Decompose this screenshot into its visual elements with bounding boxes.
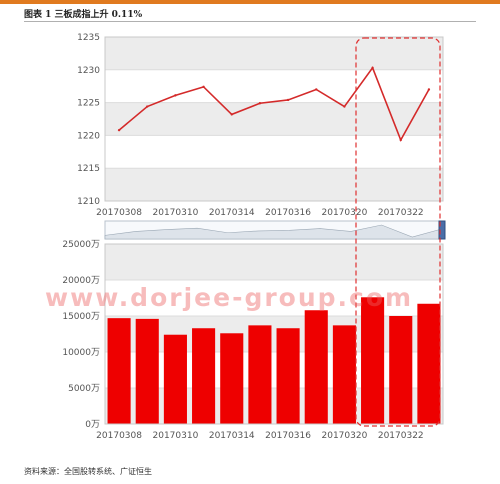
volume-bar [276, 328, 300, 424]
line-x-tick-label: 20170316 [265, 208, 311, 218]
volume-bar [389, 316, 413, 424]
index-point [230, 113, 233, 116]
source-note: 资料来源：全国股转系统、广证恒生 [24, 467, 152, 476]
index-point [117, 128, 121, 132]
line-y-tick-label: 1220 [77, 131, 100, 141]
volume-bar [192, 328, 216, 424]
volume-bar [163, 334, 187, 424]
figure-title: 图表 1 三板成指上升 0.11% [24, 10, 143, 20]
index-point [371, 66, 374, 70]
line-x-tick-label: 20170314 [209, 208, 255, 218]
highlight-overlay [355, 37, 441, 427]
volume-bar [361, 297, 385, 424]
bar-grid-band [105, 388, 443, 424]
bar-y-tick-label: 20000万 [62, 276, 100, 286]
volume-bar [417, 303, 441, 424]
navigator-series [104, 224, 444, 240]
volume-bar [304, 310, 328, 424]
index-point [399, 138, 402, 142]
line-grid-band [105, 37, 443, 70]
line-y-tick-label: 1235 [77, 33, 100, 43]
line-x-tick-label: 20170322 [378, 208, 424, 218]
bar-x-tick-label: 20170310 [153, 431, 199, 441]
volume-bar [135, 318, 159, 424]
bar-y-tick-label: 25000万 [62, 240, 100, 250]
bar-grid-band [105, 316, 443, 352]
bar-x-tick-label: 20170322 [378, 431, 424, 441]
index-point [146, 105, 149, 108]
line-x-tick-label: 20170310 [153, 208, 199, 218]
line-x-tick-label: 20170308 [96, 208, 142, 218]
volume-bar [220, 333, 244, 424]
bar-x-tick-label: 20170308 [96, 431, 142, 441]
bar-x-tick-label: 20170320 [322, 431, 368, 441]
line-y-tick-label: 1225 [77, 99, 100, 109]
range-navigator[interactable] [104, 220, 446, 240]
bar-x-tick-label: 20170314 [209, 431, 255, 441]
volume-bar [248, 325, 272, 424]
volume-bar [107, 318, 131, 424]
index-point [258, 102, 262, 105]
bar-y-tick-label: 5000万 [68, 384, 100, 394]
volume-bar [332, 325, 356, 424]
bar-y-tick-label: 10000万 [62, 348, 100, 358]
navigator-handle [438, 220, 446, 240]
line-y-tick-label: 1230 [77, 66, 100, 76]
index-point [343, 105, 346, 108]
line-grid-band [105, 102, 443, 136]
bar-grid-band [105, 244, 443, 280]
index-point [315, 88, 318, 91]
line-y-tick-label: 1210 [77, 197, 100, 207]
bar-plot-frame [104, 243, 444, 425]
line-plot-frame [104, 36, 444, 202]
highlight-dashed-box [355, 37, 441, 427]
title-divider [24, 21, 476, 22]
index-point [174, 94, 177, 97]
index-point [427, 88, 431, 91]
line-y-tick-label: 1215 [77, 164, 100, 174]
line-x-tick-label: 20170320 [322, 208, 368, 218]
top-accent-bar [0, 0, 500, 4]
watermark: www.dorjee-group.com [45, 283, 414, 312]
index-point [286, 98, 290, 102]
bar-panel: 0万 5000万 10000万 15000万 20000万 25000万 20170308 2… [62, 240, 444, 441]
bar-y-tick-label: 0万 [85, 420, 100, 430]
index-line-series [118, 66, 430, 142]
line-panel: 1210 1215 1220 1225 1230 1235 20170308 20170310… [77, 33, 444, 218]
line-grid-band [105, 168, 443, 201]
index-point [202, 85, 205, 89]
bar-y-tick-label: 15000万 [62, 312, 100, 322]
bar-x-tick-label: 20170316 [265, 431, 311, 441]
